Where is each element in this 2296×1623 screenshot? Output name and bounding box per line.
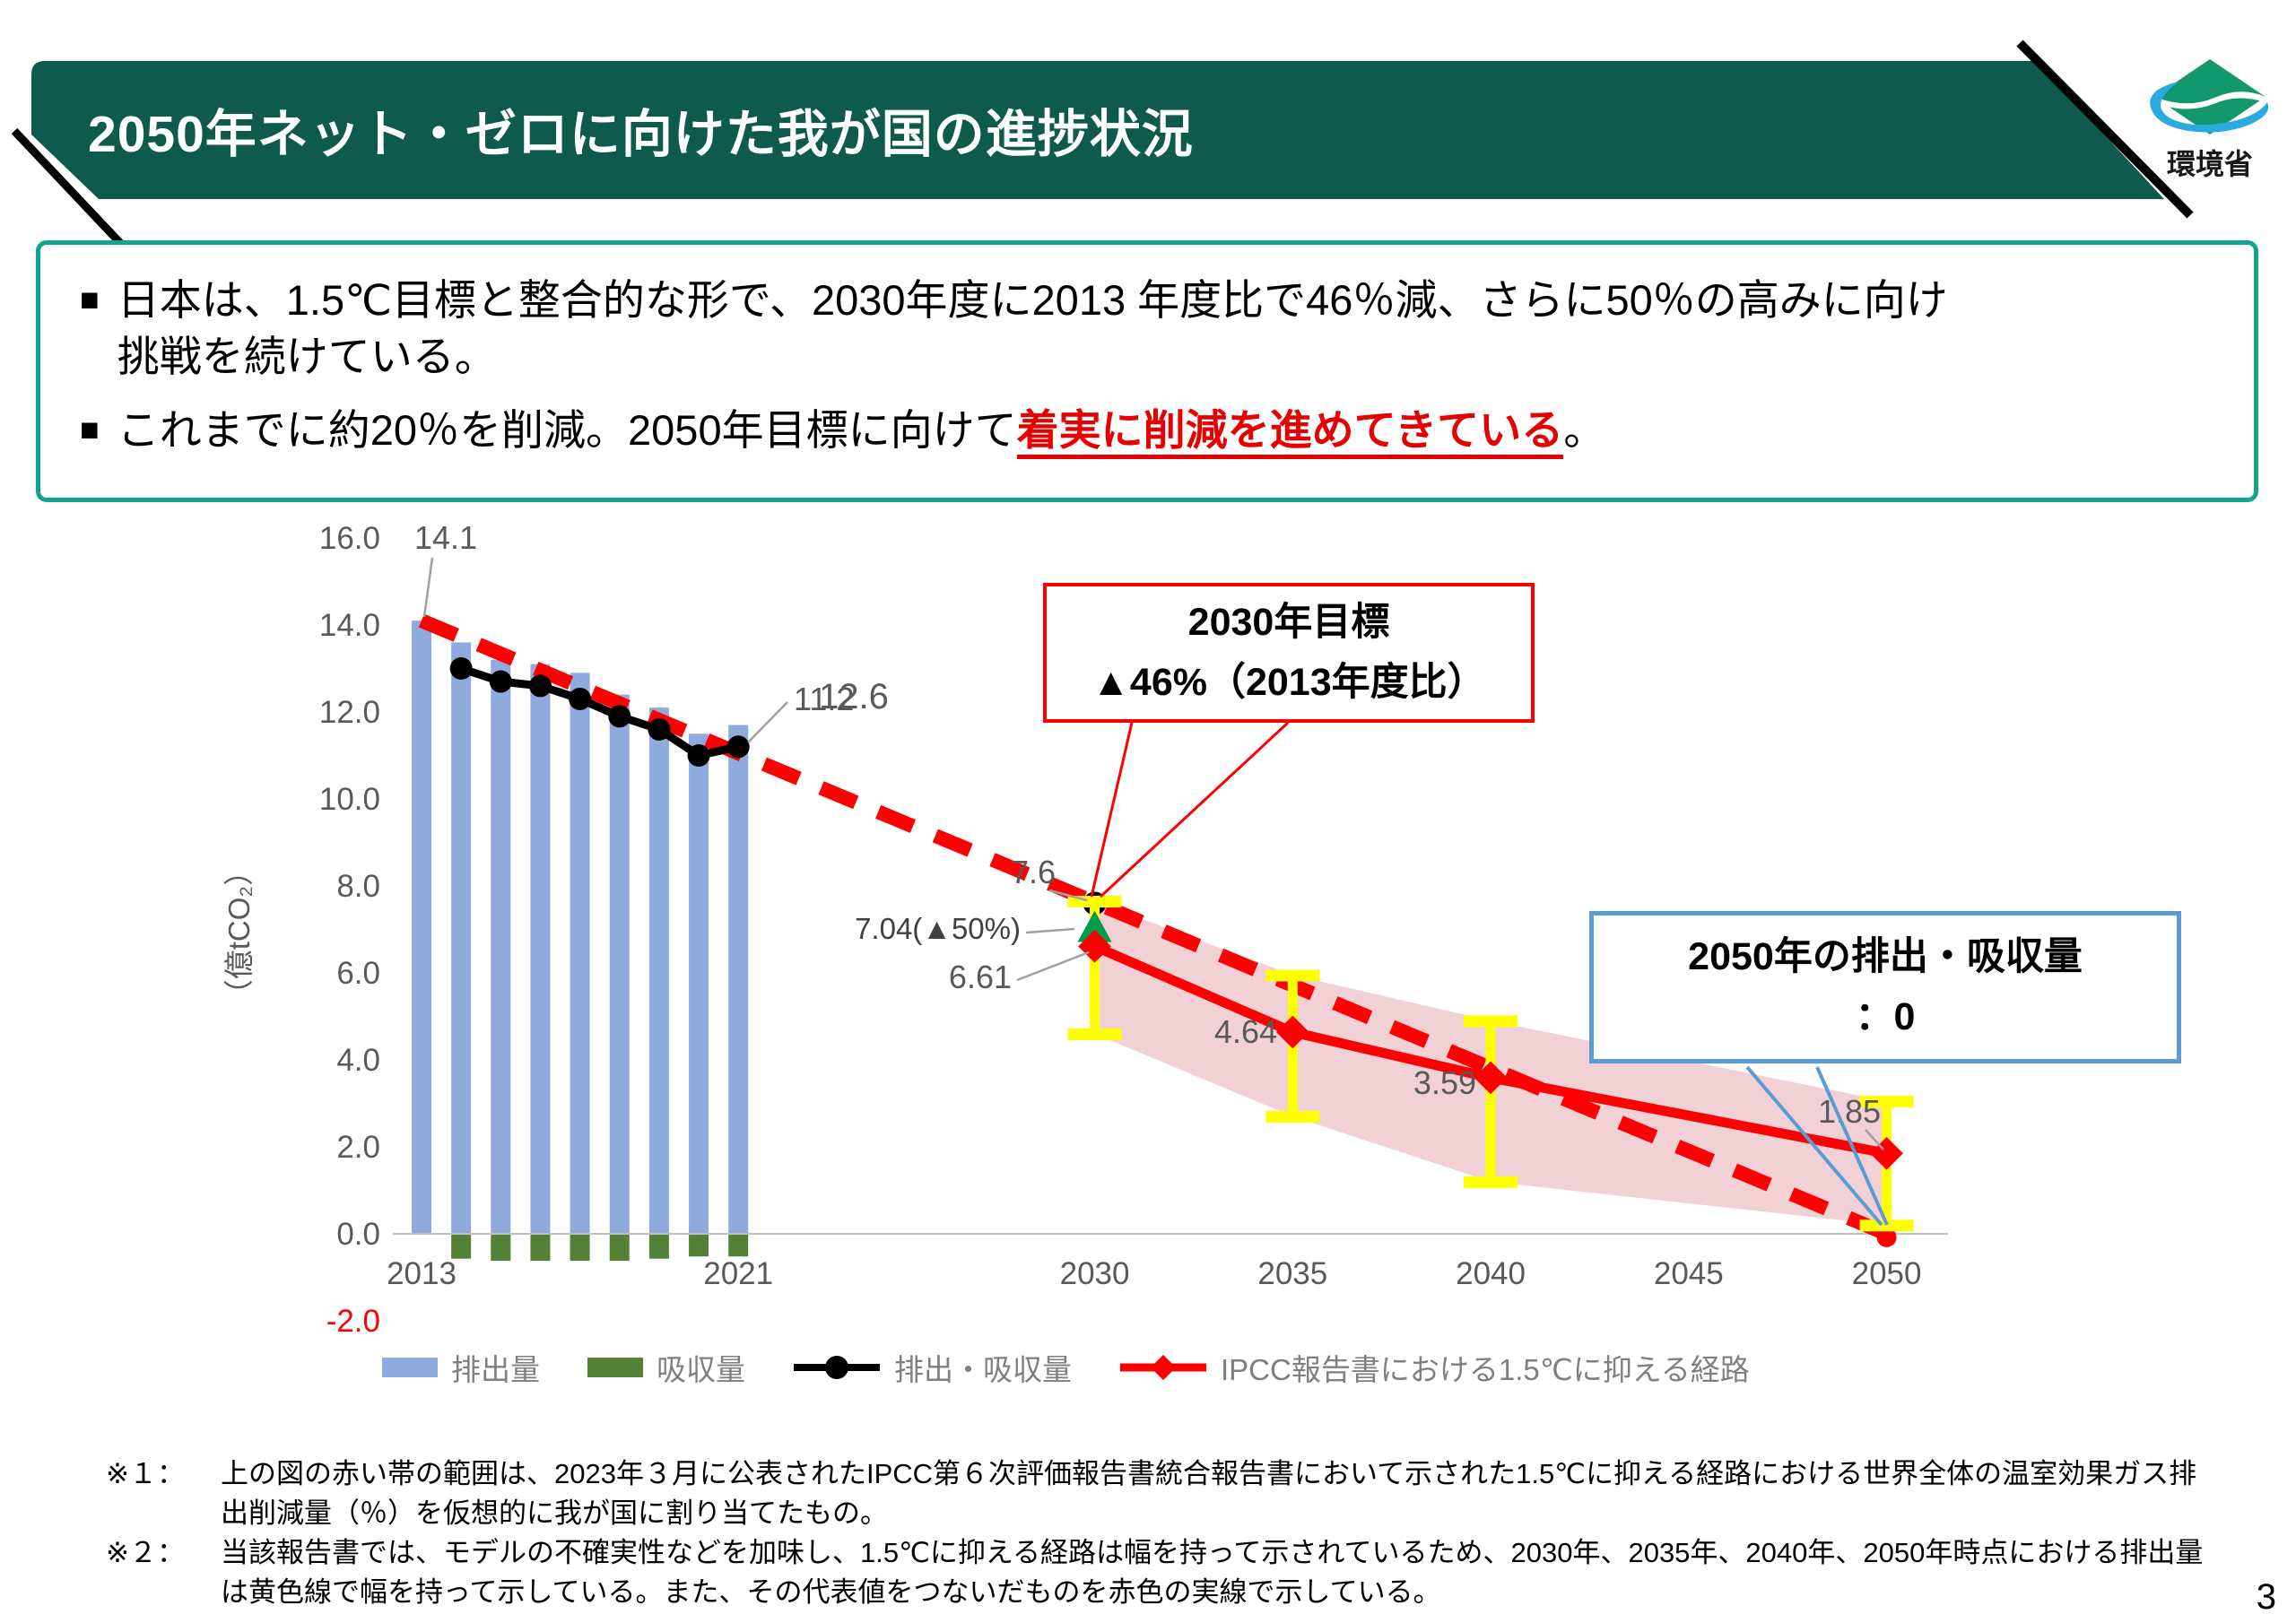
legend-item-absorption: 吸収量 bbox=[587, 1346, 745, 1389]
footnote-label: ※２： bbox=[106, 1537, 185, 1569]
svg-text:7.6: 7.6 bbox=[1011, 854, 1056, 890]
legend-swatch-black-line-icon bbox=[794, 1356, 880, 1379]
legend-item-emissions: 排出量 bbox=[381, 1346, 540, 1389]
bullet-2-suffix: 。 bbox=[1563, 405, 1606, 454]
svg-text:2050: 2050 bbox=[1852, 1256, 1922, 1291]
callout-2030-target: 2030年目標 ▲46%（2013年度比） bbox=[1043, 583, 1535, 723]
svg-text:3.59: 3.59 bbox=[1413, 1064, 1476, 1101]
bullet-1: ■ 日本は、1.5℃目標と整合的な形で、2030年度に2013 年度比で46％減… bbox=[80, 272, 2222, 386]
legend-label: 排出・吸収量 bbox=[894, 1353, 1072, 1386]
bullet-2: ■ これまでに約20％を削減。2050年目標に向けて着実に削減を進めてきている。 bbox=[80, 402, 2222, 459]
svg-text:2030: 2030 bbox=[1060, 1256, 1130, 1291]
legend-swatch-blue-bar-icon bbox=[382, 1358, 438, 1377]
bullet-2-text: これまでに約20％を削減。2050年目標に向けて着実に削減を進めてきている。 bbox=[117, 402, 1606, 459]
bullet-square-icon: ■ bbox=[80, 281, 100, 317]
svg-text:（億tCO₂）: （億tCO₂） bbox=[222, 856, 256, 1009]
x-axis-ticks: 2013 2021 2030 2035 2040 2045 2050 bbox=[387, 1256, 1921, 1291]
legend-label: 吸収量 bbox=[657, 1353, 745, 1386]
footnote-1: ※１： 上の図の赤い帯の範囲は、2023年３月に公表されたIPCC第６次評価報告… bbox=[106, 1454, 2222, 1533]
page-number: 3 bbox=[2256, 1577, 2276, 1617]
svg-text:8.0: 8.0 bbox=[336, 869, 380, 904]
summary-box: ■ 日本は、1.5℃目標と整合的な形で、2030年度に2013 年度比で46％減… bbox=[36, 240, 2258, 502]
legend-swatch-green-bar-icon bbox=[587, 1358, 643, 1377]
yellow-error-bars bbox=[1067, 895, 1914, 1232]
svg-text:-2.0: -2.0 bbox=[326, 1304, 380, 1339]
svg-text:2021: 2021 bbox=[703, 1256, 773, 1291]
header-band bbox=[11, 39, 2194, 264]
moe-logo-mark bbox=[2150, 59, 2269, 135]
svg-text:1.85: 1.85 bbox=[1818, 1093, 1881, 1130]
legend-label: IPCC報告書における1.5℃に抑える経路 bbox=[1221, 1353, 1750, 1386]
header-diagonal-right bbox=[2016, 39, 2194, 219]
svg-text:2013: 2013 bbox=[387, 1256, 457, 1291]
svg-text:14.0: 14.0 bbox=[319, 608, 380, 643]
moe-logo: 環境省 bbox=[2150, 59, 2269, 180]
svg-text:6.61: 6.61 bbox=[949, 959, 1012, 995]
moe-logo-text: 環境省 bbox=[2167, 148, 2253, 180]
point-labels: 14.1 12.611.2 7.6 7.04(▲50%) 6.61 4.64 3.59 1.8… bbox=[414, 519, 1881, 1130]
svg-text:4.64: 4.64 bbox=[1214, 1013, 1277, 1050]
legend-item-ipcc-path: IPCC報告書における1.5℃に抑える経路 bbox=[1118, 1346, 1750, 1389]
svg-text:16.0: 16.0 bbox=[319, 521, 380, 556]
svg-text:12.6: 12.6 bbox=[819, 677, 889, 716]
chart-legend: 排出量 吸収量 排出・吸収量 IPCC報告書における1.5℃に抑える経路 bbox=[381, 1341, 1750, 1393]
svg-text:14.1: 14.1 bbox=[414, 519, 477, 556]
footnotes: ※１： 上の図の赤い帯の範囲は、2023年３月に公表されたIPCC第６次評価報告… bbox=[106, 1454, 2222, 1612]
bullet-1-text: 日本は、1.5℃目標と整合的な形で、2030年度に2013 年度比で46％減、さ… bbox=[117, 276, 1948, 381]
bullet-2-prefix: これまでに約20％を削減。2050年目標に向けて bbox=[117, 405, 1017, 454]
y-axis-ticks: 16.0 14.0 12.0 10.0 8.0 6.0 4.0 2.0 0.0 -2.0 bbox=[319, 521, 380, 1339]
svg-text:11.2: 11.2 bbox=[794, 681, 854, 717]
footnote-text: 上の図の赤い帯の範囲は、2023年３月に公表されたIPCC第６次評価報告書統合報… bbox=[221, 1458, 2197, 1530]
legend-swatch-red-line-icon bbox=[1120, 1354, 1206, 1381]
svg-text:6.0: 6.0 bbox=[336, 956, 380, 991]
svg-text:2045: 2045 bbox=[1654, 1256, 1724, 1291]
callout-leaders bbox=[1090, 721, 1889, 1227]
svg-text:4.0: 4.0 bbox=[336, 1043, 380, 1078]
footnote-label: ※１： bbox=[106, 1458, 185, 1489]
marker-2050-end-dot bbox=[1876, 1227, 1897, 1247]
bullet-2-highlight: 着実に削減を進めてきている bbox=[1016, 405, 1564, 459]
svg-text:2040: 2040 bbox=[1456, 1256, 1526, 1291]
legend-item-net: 排出・吸収量 bbox=[792, 1346, 1072, 1389]
svg-text:10.0: 10.0 bbox=[319, 782, 380, 817]
svg-text:12.0: 12.0 bbox=[319, 695, 380, 730]
point-label-leaders bbox=[422, 557, 1884, 1150]
bars-absorption bbox=[451, 1235, 749, 1262]
legend-label: 排出量 bbox=[451, 1353, 540, 1386]
bullet-square-icon: ■ bbox=[80, 410, 100, 447]
header-diagonal-left bbox=[11, 127, 140, 264]
svg-text:0.0: 0.0 bbox=[336, 1217, 380, 1252]
bars-emissions bbox=[412, 621, 749, 1234]
y-axis-title: （億tCO₂） bbox=[222, 856, 256, 1009]
page-title: 2050年ネット・ゼロに向けた我が国の進捗状況 bbox=[88, 106, 1194, 163]
marker-2030-triangle bbox=[1077, 910, 1112, 942]
header-green-shape bbox=[31, 61, 2164, 199]
svg-text:2035: 2035 bbox=[1257, 1256, 1327, 1291]
callout-2050-netzero: 2050年の排出・吸収量 ：0 bbox=[1589, 911, 2181, 1063]
footnote-2: ※２： 当該報告書では、モデルの不確実性などを加味し、1.5℃に抑える経路は幅を… bbox=[106, 1533, 2222, 1612]
svg-text:7.04(▲50%): 7.04(▲50%) bbox=[855, 912, 1021, 945]
footnote-text: 当該報告書では、モデルの不確実性などを加味し、1.5℃に抑える経路は幅を持って示… bbox=[221, 1537, 2204, 1609]
svg-text:2.0: 2.0 bbox=[336, 1130, 380, 1165]
net-emissions-line bbox=[449, 657, 750, 767]
